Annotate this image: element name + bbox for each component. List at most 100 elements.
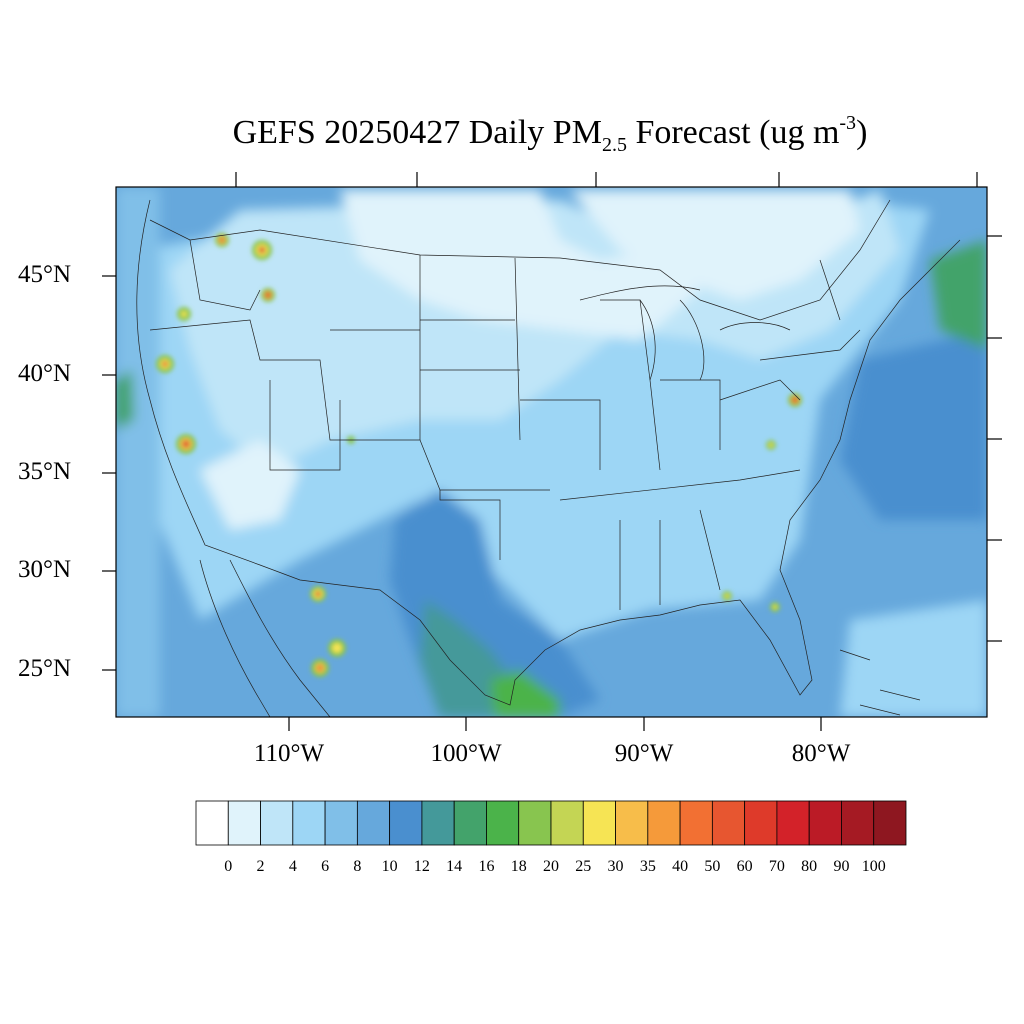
state-central [330,319,601,470]
mexico-baja-gulf [229,559,331,717]
title-main: GEFS 20250427 Daily PM [232,114,602,151]
colorbar-box [486,800,520,846]
state-southeast [559,469,801,610]
lon-label-100w: 100°W [430,740,502,767]
hotspot-florida-panhandle [722,591,732,601]
lon-label-90w: 90°W [614,740,674,767]
colorbar-tick-label: 16 [478,858,495,875]
hotspot-montana [261,288,275,302]
state-northeast [759,259,861,361]
title-after-subscript: Forecast (ug m [626,114,840,151]
field-zone-16-18-gulf [490,670,560,717]
field-zone-8-10-pacific [116,187,160,717]
colorbar-tick-label: 8 [353,858,362,875]
lat-label-35: 35°N [18,458,72,485]
boundaries [136,199,961,717]
colorbar-tick-label: 40 [672,858,689,875]
colorbar-tick-label: 35 [639,858,656,875]
hotspot-central-florida [770,602,780,612]
field-zone-4-6-caribbean [840,600,987,717]
pm25-field [116,187,987,717]
state-plains [419,255,521,560]
colorbar-tick-label: 14 [446,858,463,875]
field-zone-10-12-atlantic [840,330,987,520]
colorbar-tick-label: 100 [861,858,886,875]
colorbar-box [679,800,713,846]
hotspot-washington [215,233,229,247]
map-frame [115,186,988,718]
great-lakes-michigan [639,299,705,381]
colorbar-box [550,800,584,846]
colorbar-tick-label: 20 [543,858,559,875]
colorbar-box [808,800,842,846]
colorbar-tick-label: 90 [833,858,850,875]
colorbar-tick-label: 25 [575,858,592,875]
colorbar-box [324,800,358,846]
colorbar-tick-label: 50 [704,858,721,875]
colorbar-box [260,800,294,846]
colorbar-box [389,800,423,846]
colorbar-box [711,800,746,846]
title-superscript: -3 [839,112,857,134]
colorbar-tick-label: 30 [607,858,624,875]
colorbar-tick-label: 4 [288,858,297,875]
caribbean-islands [839,649,921,716]
colorbar [195,800,907,846]
hotspot-virginia [788,393,802,407]
colorbar-box [421,800,455,846]
title-subscript: 2.5 [601,134,627,156]
great-lakes-superior-erie [579,285,791,331]
hotspot-northern-california [156,355,174,373]
colorbar-box [227,800,261,846]
state-wa-or-id [189,239,261,311]
field-zone-0-2-southwest [200,440,300,530]
lat-label-40: 40°N [18,360,72,387]
hotspots [156,233,802,677]
lon-label-110w: 110°W [253,740,325,767]
field-zone-0-2-north [340,190,700,340]
state-west-band [149,319,550,491]
field-zone-14-16-pacific [116,370,134,430]
colorbar-box [776,800,810,846]
colorbar-box [195,800,229,846]
tick-marks [102,172,1002,731]
state-midwest [600,299,801,471]
lat-label-25: 25°N [18,655,72,682]
colorbar-box [744,800,778,846]
colorbar-box [292,800,326,846]
hotspot-chihuahua [310,586,326,602]
hotspot-north-carolina [766,440,776,450]
hotspot-central-california [176,434,196,454]
colorbar-tick-label: 60 [736,858,753,875]
title-end: ) [856,114,868,151]
lat-label-30: 30°N [18,556,72,583]
colorbar-tick-label: 10 [381,858,398,875]
lat-label-45: 45°N [18,261,72,288]
hotspot-oregon [177,307,191,321]
us-coastline [136,199,961,706]
lon-label-80w: 80°W [791,740,851,767]
field-zone-14-16-nova-scotia [930,240,987,350]
colorbar-box [356,800,391,846]
baja-peninsula [199,559,271,717]
colorbar-box [647,800,681,846]
colorbar-box [453,800,487,846]
colorbar-box [518,800,552,846]
colorbar-tick-label: 18 [510,858,527,875]
colorbar-box [873,800,907,846]
colorbar-box [841,800,875,846]
hotspot-sierra-madre [311,639,346,677]
colorbar-tick-label: 0 [224,858,233,875]
colorbar-box [582,800,616,846]
colorbar-tick-label: 70 [768,858,785,875]
colorbar-box [615,800,649,846]
colorbar-tick-label: 6 [321,858,330,875]
colorbar-tick-label: 80 [801,858,818,875]
field-zone-0-2-lakes [570,190,860,300]
colorbar-tick-label: 12 [413,858,430,875]
map-title: GEFS 20250427 Daily PM2.5 Forecast (ug m… [0,112,1024,157]
state-utah-nevada [269,380,341,471]
colorbar-tick-label: 2 [256,858,265,875]
